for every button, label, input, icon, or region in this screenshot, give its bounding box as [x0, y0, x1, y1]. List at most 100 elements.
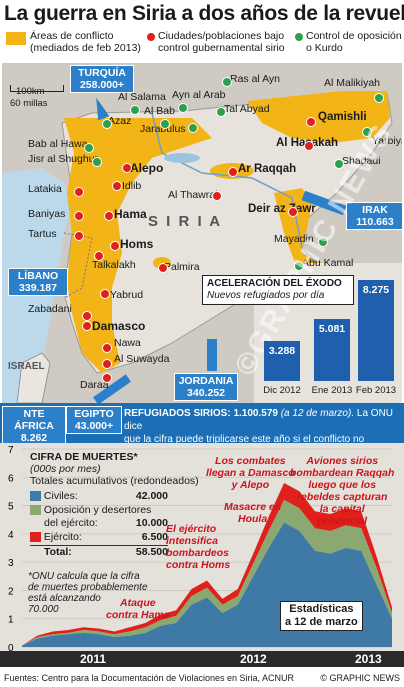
- place-yabrud: Yabrud: [110, 289, 144, 301]
- civiles-value: 42.000: [135, 490, 168, 502]
- oposicion-value: 10.000: [135, 517, 168, 529]
- dot-al-suwayda: [102, 359, 112, 369]
- annotation-houla: Masacre en Houla: [224, 501, 281, 525]
- ejercito-swatch: [30, 532, 41, 543]
- dot-mayadin: [318, 237, 328, 247]
- refugee-text-date: (a 12 de marzo).: [277, 408, 355, 419]
- dot-qamishli: [306, 117, 316, 127]
- dot-al-salama: [130, 105, 140, 115]
- years-band: 2011 2012 2013: [0, 651, 404, 667]
- place-talkalakh: Talkalakh: [92, 259, 136, 271]
- civiles-label: Civiles:: [43, 490, 78, 502]
- exodus-bar-label: Dic 2012: [263, 385, 301, 396]
- turquia-name: TURQUÍA: [78, 67, 126, 79]
- legend-conflict: Áreas de conflicto (mediados de feb 2013…: [6, 30, 141, 54]
- year-2011: 2011: [80, 652, 107, 666]
- dot-bab-al-hawa: [84, 143, 94, 153]
- place-al-bab: Al Bab: [144, 105, 175, 117]
- ejercito-value: 6.500: [141, 531, 168, 543]
- deaths-subtitle: Totales acumulativos (redondeados): [30, 475, 199, 487]
- dot-yabrud: [100, 289, 110, 299]
- refugee-band: NTE ÁFRICA 8.262 EGIPTO 43.000+ REFUGIAD…: [0, 403, 404, 458]
- place-nawa: Nawa: [114, 337, 141, 349]
- jordania-arrow: [207, 339, 217, 371]
- exodus-bar: [264, 340, 300, 381]
- civiles-swatch: [30, 491, 41, 502]
- dot-damasco: [82, 321, 92, 331]
- libano-box: LÍBANO 339.187: [8, 268, 68, 296]
- place-ras-al-ayn: Ras al Ayn: [230, 73, 281, 85]
- oposicion-swatch: [30, 505, 41, 515]
- y-tick-label: 3: [8, 558, 14, 569]
- exodus-title-box: Aceleración del éxodo Nuevos refugiados …: [202, 275, 354, 305]
- dot-nawa: [102, 343, 112, 353]
- place-yarbiya: Yarbiya: [372, 135, 402, 147]
- annotation-damasco: Los combates llegan a Damasco y Alepo: [206, 455, 295, 491]
- page-title: La guerra en Siria a dos años de la revu…: [4, 2, 404, 25]
- ann-homs-2: intensifica: [166, 535, 218, 547]
- dot-tal-abyad: [216, 107, 226, 117]
- ejercito-label: Ejército:: [43, 531, 82, 543]
- stats-box: Estadísticas a 12 de marzo: [280, 601, 363, 631]
- deaths-note: *ONU calcula que la cifra de muertes pro…: [28, 571, 148, 615]
- place-homs: Homs: [120, 237, 154, 251]
- egipto-value: 43.000+: [74, 420, 114, 432]
- annotation-raqqah: Aviones sirios bombardean Raqqah luego q…: [290, 455, 394, 527]
- turquia-value: 258.000+: [79, 79, 125, 91]
- ann-houla-1: Masacre en: [224, 501, 282, 513]
- libano-value: 339.187: [19, 282, 57, 294]
- place-zabadani: Zabadani: [28, 303, 72, 315]
- scale-bar: [10, 85, 64, 92]
- exodus-bar: [358, 279, 394, 381]
- note-line3: está alcanzando: [28, 593, 101, 604]
- dot-ras-al-ayn: [222, 77, 232, 87]
- oposicion-label: Oposición y desertores: [43, 504, 152, 516]
- ann-damasco-3: y Alepo: [231, 479, 270, 491]
- ann-raqqah-3: luego que los: [308, 479, 377, 491]
- ann-raqqah-5: la capital: [319, 503, 365, 515]
- y-tick-label: 0: [8, 643, 14, 654]
- exodus-title: Aceleración del éxodo: [207, 278, 342, 289]
- source-note: Fuentes: Centro para la Documentación de…: [4, 673, 294, 683]
- place-al-malikiyah: Al Malikiyah: [324, 77, 381, 89]
- conflict-northeast: [247, 91, 390, 143]
- dot-yarbiya: [362, 127, 372, 137]
- ann-hama-2: contra Hama: [106, 609, 170, 621]
- place-jisr-al-shughur: Jisr al Shughur: [28, 153, 99, 165]
- place-alepo: Alepo: [130, 161, 164, 175]
- exodus-bar-value: 5.081: [318, 322, 346, 335]
- dot-talkalakh: [94, 251, 104, 261]
- refugee-text-num: 1.100.579: [230, 408, 278, 419]
- place-jarabulus: Jarabulus: [140, 123, 186, 135]
- stats-line2: a 12 de marzo: [285, 616, 358, 628]
- place-latakia: Latakia: [28, 183, 62, 195]
- dot-homs: [110, 241, 120, 251]
- africa-value: 8.262: [20, 432, 48, 444]
- row-oposicion: Oposición y desertores del ejército: 10.…: [30, 504, 168, 531]
- opp-dot: [294, 32, 304, 42]
- conflict-swatch: [6, 32, 26, 45]
- ann-homs-4: contra Homs: [166, 559, 231, 571]
- total-label: Total:: [44, 546, 72, 558]
- y-tick-label: 1: [8, 615, 14, 626]
- place-tartus: Tartus: [28, 228, 57, 240]
- stats-line1: Estadísticas: [289, 603, 354, 615]
- place-tal-abyad: Tal Abyad: [224, 103, 270, 115]
- annotation-homs: El ejército intensifica bombardeos contr…: [166, 523, 230, 571]
- dot-idlib: [112, 181, 122, 191]
- ann-homs-1: El ejército: [166, 523, 217, 535]
- y-tick-label: 5: [8, 502, 14, 513]
- ann-raqqah-4: rebeldes capturan: [296, 491, 388, 503]
- year-2013: 2013: [355, 652, 382, 666]
- row-civiles: Civiles: 42.000: [30, 490, 168, 504]
- note-line4: 70.000: [28, 604, 59, 615]
- y-tick-label: 2: [8, 586, 14, 597]
- dot-ar-raqqah: [228, 167, 238, 177]
- ann-damasco-2: llegan a Damasco: [206, 467, 295, 479]
- dot-jisr-al-shughur: [92, 157, 102, 167]
- legend-gov: Ciudades/poblaciones bajo control gubern…: [144, 30, 285, 54]
- irak-value: 110.663: [356, 216, 394, 228]
- legend-opp: Control de oposición o Kurdo: [292, 30, 402, 54]
- gov-dot: [146, 32, 156, 42]
- ann-houla-2: Houla: [238, 513, 268, 525]
